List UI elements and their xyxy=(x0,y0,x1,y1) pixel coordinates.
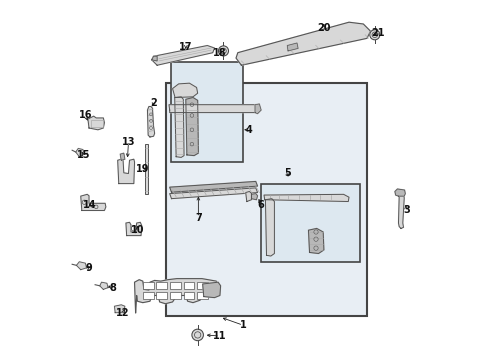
Bar xyxy=(143,292,153,299)
Polygon shape xyxy=(100,282,108,289)
Polygon shape xyxy=(203,282,220,298)
Polygon shape xyxy=(236,22,370,65)
Polygon shape xyxy=(395,189,405,196)
Text: 7: 7 xyxy=(195,213,202,222)
Text: 8: 8 xyxy=(109,283,116,293)
Polygon shape xyxy=(152,45,215,65)
Text: 15: 15 xyxy=(77,150,90,160)
Polygon shape xyxy=(398,194,404,228)
Text: 10: 10 xyxy=(131,225,144,235)
Polygon shape xyxy=(120,153,125,160)
Bar xyxy=(184,282,195,289)
Circle shape xyxy=(192,329,203,341)
Text: 4: 4 xyxy=(245,125,252,135)
Text: 9: 9 xyxy=(86,263,93,273)
Bar xyxy=(184,292,195,299)
Polygon shape xyxy=(118,159,135,184)
Bar xyxy=(170,282,181,289)
Polygon shape xyxy=(169,105,258,113)
Polygon shape xyxy=(170,181,258,192)
Polygon shape xyxy=(255,104,261,114)
Polygon shape xyxy=(88,116,104,130)
Bar xyxy=(261,184,360,262)
Polygon shape xyxy=(186,98,198,156)
Circle shape xyxy=(219,46,228,56)
Polygon shape xyxy=(266,199,274,256)
Bar xyxy=(172,62,243,162)
Bar xyxy=(156,282,167,289)
Polygon shape xyxy=(309,228,324,253)
Bar xyxy=(143,282,153,289)
Text: 16: 16 xyxy=(79,111,92,121)
Text: 21: 21 xyxy=(371,28,385,38)
Text: 3: 3 xyxy=(403,206,410,216)
Text: 12: 12 xyxy=(116,308,130,318)
Polygon shape xyxy=(264,194,349,202)
Text: 1: 1 xyxy=(240,320,246,330)
Polygon shape xyxy=(135,279,218,313)
Polygon shape xyxy=(287,43,298,51)
Polygon shape xyxy=(76,148,84,157)
Polygon shape xyxy=(126,222,142,235)
Text: 17: 17 xyxy=(179,42,193,52)
Polygon shape xyxy=(175,97,184,157)
Bar xyxy=(197,282,208,289)
Polygon shape xyxy=(170,188,258,199)
Text: 13: 13 xyxy=(122,138,135,147)
Bar xyxy=(166,83,367,316)
Polygon shape xyxy=(172,83,197,98)
Bar xyxy=(197,292,208,299)
Polygon shape xyxy=(245,192,251,202)
Text: 2: 2 xyxy=(150,98,157,108)
Text: 6: 6 xyxy=(258,200,265,210)
Text: 19: 19 xyxy=(136,164,149,174)
Polygon shape xyxy=(152,56,157,61)
Circle shape xyxy=(370,30,380,40)
Text: 14: 14 xyxy=(83,200,97,210)
Polygon shape xyxy=(81,194,106,211)
Text: 5: 5 xyxy=(285,168,292,178)
Bar xyxy=(156,292,167,299)
Polygon shape xyxy=(251,194,258,200)
Bar xyxy=(170,292,181,299)
Text: 18: 18 xyxy=(213,48,227,58)
Polygon shape xyxy=(147,107,155,137)
Polygon shape xyxy=(115,305,125,313)
Text: 20: 20 xyxy=(317,23,331,33)
Polygon shape xyxy=(76,262,87,270)
Bar xyxy=(146,144,148,194)
Text: 11: 11 xyxy=(213,331,227,341)
